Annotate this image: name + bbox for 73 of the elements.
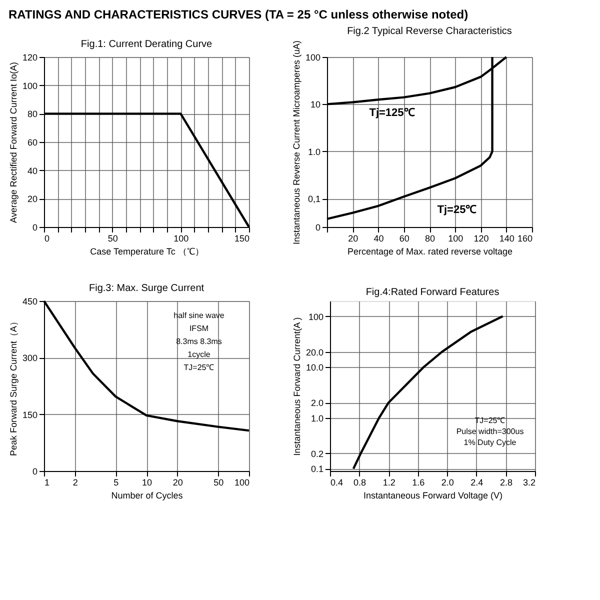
x-axis-title: Case Temperature Tc （℃） bbox=[90, 246, 204, 256]
x-tick-label: 1 bbox=[44, 478, 50, 488]
y-tick-label: 120 bbox=[22, 52, 38, 62]
y-tick-label: 20 bbox=[27, 194, 38, 204]
y-tick-label: 100 bbox=[22, 80, 38, 91]
x-tick-label: 2.8 bbox=[500, 478, 512, 488]
y-tick-label: 40 bbox=[27, 166, 38, 176]
annotation: Tj=25℃ bbox=[437, 204, 477, 216]
y-tick-label: 1.0 bbox=[308, 146, 320, 157]
chart-title: Fig.4:Rated Forward Features bbox=[366, 287, 500, 298]
y-tick-label: 20.0 bbox=[306, 347, 324, 358]
annotation: 1% Duty Cycle bbox=[464, 438, 517, 447]
y-axis-title: Average Rectified Forward Current Io(A) bbox=[8, 62, 18, 223]
y-tick-label: 100 bbox=[305, 52, 320, 62]
y-tick-label: 0.1 bbox=[310, 464, 324, 474]
y-tick-label: 0 bbox=[315, 222, 320, 232]
annotation: Tj=125℃ bbox=[369, 107, 415, 120]
y-tick-label: 0 bbox=[32, 222, 38, 232]
y-tick-label: 0,1 bbox=[308, 194, 320, 204]
x-tick-label: 0 bbox=[44, 234, 50, 244]
x-tick-label: 80 bbox=[424, 234, 436, 244]
y-axis-title: Instantaneous Forward Current(A ) bbox=[292, 317, 302, 456]
x-tick-label: 2.0 bbox=[441, 478, 454, 488]
x-tick-label: 160 bbox=[517, 234, 532, 244]
x-axis-title: Number of Cycles bbox=[111, 490, 184, 500]
x-tick-label: 40 bbox=[374, 234, 384, 244]
x-tick-label: 10 bbox=[142, 478, 152, 488]
x-tick-label: 100 bbox=[448, 234, 464, 244]
x-tick-label: 50 bbox=[214, 478, 224, 488]
annotation: half sine wave bbox=[174, 311, 225, 320]
annotation: 1cycle bbox=[188, 350, 211, 359]
x-tick-label: 1.6 bbox=[412, 478, 425, 488]
y-tick-label: 0.2 bbox=[310, 448, 324, 459]
y-tick-label: 10.0 bbox=[306, 362, 324, 373]
y-tick-label: 150 bbox=[22, 410, 38, 420]
x-tick-label: 20 bbox=[348, 234, 358, 244]
x-tick-label: 1.2 bbox=[382, 478, 396, 488]
x-tick-label: 100 bbox=[234, 478, 250, 488]
x-tick-label: 3.2 bbox=[522, 478, 536, 488]
y-axis-title: Instantaneous Reverse Current Microamperes (uA) bbox=[291, 40, 302, 245]
x-tick-label: 140 bbox=[499, 234, 514, 244]
x-tick-label: 20 bbox=[172, 478, 183, 488]
x-tick-label: 2 bbox=[72, 478, 78, 488]
x-tick-label: 150 bbox=[234, 234, 250, 244]
y-tick-label: 450 bbox=[22, 296, 38, 306]
y-tick-label: 10 bbox=[310, 100, 320, 110]
x-tick-label: 60 bbox=[399, 234, 410, 244]
x-axis-title: Percentage of Max. rated reverse voltage bbox=[347, 246, 513, 256]
annotation: TJ=25℃ bbox=[474, 416, 506, 425]
y-tick-label: 2.0 bbox=[310, 398, 324, 408]
annotation: Pulse width=300us bbox=[456, 427, 524, 436]
annotation: 8.3ms 8.3ms bbox=[176, 337, 222, 346]
y-tick-label: 1.0 bbox=[310, 413, 324, 424]
chart-title: Fig.1: Current Derating Curve bbox=[80, 39, 213, 50]
chart-title: Fig.2 Typical Reverse Characteristics bbox=[347, 26, 512, 37]
text: RATINGS AND CHARACTERISTICS CURVES (TA = 25 °C unless otherwise noted) bbox=[8, 7, 468, 22]
y-tick-label: 300 bbox=[22, 353, 38, 364]
x-tick-label: 50 bbox=[108, 234, 118, 244]
x-axis-title: Instantaneous Forward Voltage (V) bbox=[363, 490, 503, 500]
y-tick-label: 60 bbox=[27, 138, 38, 148]
y-tick-label: 100 bbox=[308, 312, 324, 322]
annotation: TJ=25℃ bbox=[184, 363, 214, 372]
x-tick-label: 2.4 bbox=[470, 478, 484, 488]
x-tick-label: 5 bbox=[114, 478, 119, 488]
x-tick-label: 120 bbox=[474, 234, 489, 244]
x-tick-label: 0.4 bbox=[330, 478, 344, 488]
y-axis-title: Peak Forward Surge Current（A） bbox=[8, 316, 18, 456]
chart-title: Fig.3: Max. Surge Current bbox=[88, 283, 204, 294]
y-tick-label: 0 bbox=[32, 466, 38, 476]
y-tick-label: 80 bbox=[27, 109, 38, 120]
annotation: IFSM bbox=[189, 324, 209, 333]
x-tick-label: 0.8 bbox=[354, 478, 366, 488]
x-tick-label: 100 bbox=[174, 234, 189, 244]
